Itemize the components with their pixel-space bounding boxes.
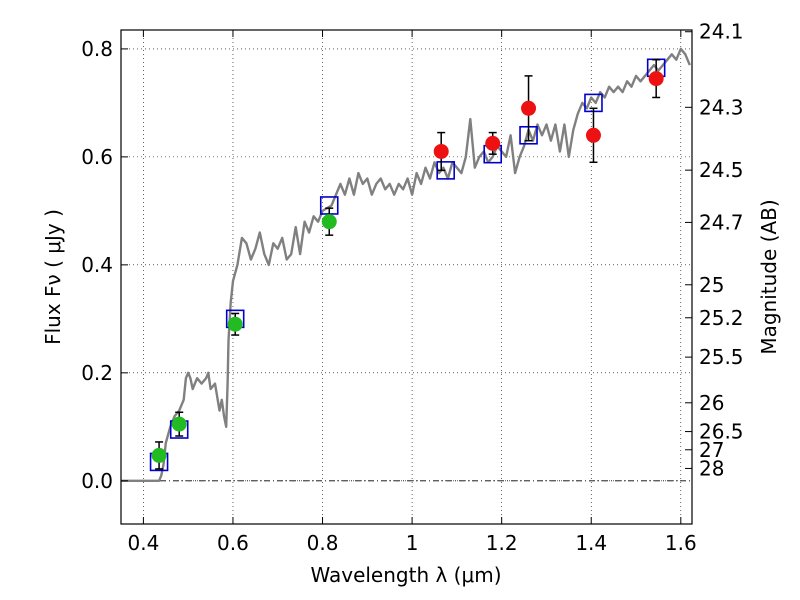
y-tick-label-right: 25.5 — [699, 345, 744, 369]
data-point — [485, 135, 501, 151]
y-tick-label-right: 26.5 — [699, 420, 744, 444]
x-tick-label: 0.6 — [217, 531, 249, 555]
y-axis-title-right: Magnitude (AB) — [757, 199, 781, 354]
y-tick-label-right: 24.1 — [699, 20, 744, 44]
data-point — [321, 214, 337, 230]
y-axis-title: Flux Fν ( μJy ) — [41, 209, 65, 345]
y-tick-label: 0.8 — [81, 37, 113, 61]
y-tick-label-right: 25 — [699, 273, 724, 297]
y-tick-label-right: 26 — [699, 391, 724, 415]
x-tick-label: 0.8 — [307, 531, 339, 555]
y-tick-label: 0.0 — [81, 469, 113, 493]
data-point — [433, 143, 449, 159]
data-point — [585, 127, 601, 143]
axes: 0.4 0.6 0.8 1 1.2 1.4 1.6 0.0 0.2 0.4 0.6 0.8 24.1 24… — [81, 20, 743, 555]
data-point — [151, 447, 167, 463]
y-tick-label-right: 28 — [699, 456, 724, 480]
x-tick-label: 1.6 — [665, 531, 697, 555]
y-tick-label-right: 24.3 — [699, 95, 744, 119]
x-tick-label: 1.2 — [486, 531, 518, 555]
y-tick-label-right: 25.2 — [699, 306, 744, 330]
x-tick-label: 1 — [406, 531, 419, 555]
x-tick-label: 1.4 — [575, 531, 607, 555]
x-tick-label: 0.4 — [127, 531, 159, 555]
data-point — [521, 100, 537, 116]
data-point — [648, 71, 664, 87]
y-tick-label: 0.4 — [81, 253, 113, 277]
x-axis-title: Wavelength λ (μm) — [310, 563, 501, 587]
y-tick-label: 0.6 — [81, 145, 113, 169]
y-tick-label-right: 27 — [699, 438, 724, 462]
y-tick-label: 0.2 — [81, 361, 113, 385]
y-tick-label-right: 24.5 — [699, 158, 744, 182]
model-square-point — [436, 161, 455, 180]
plot-area — [121, 47, 691, 482]
y-tick-label-right: 24.7 — [699, 210, 744, 234]
spectrum-line — [121, 47, 691, 482]
data-point — [227, 316, 243, 332]
data-point — [171, 416, 187, 432]
plot-frame — [120, 29, 693, 525]
grid — [121, 30, 692, 524]
